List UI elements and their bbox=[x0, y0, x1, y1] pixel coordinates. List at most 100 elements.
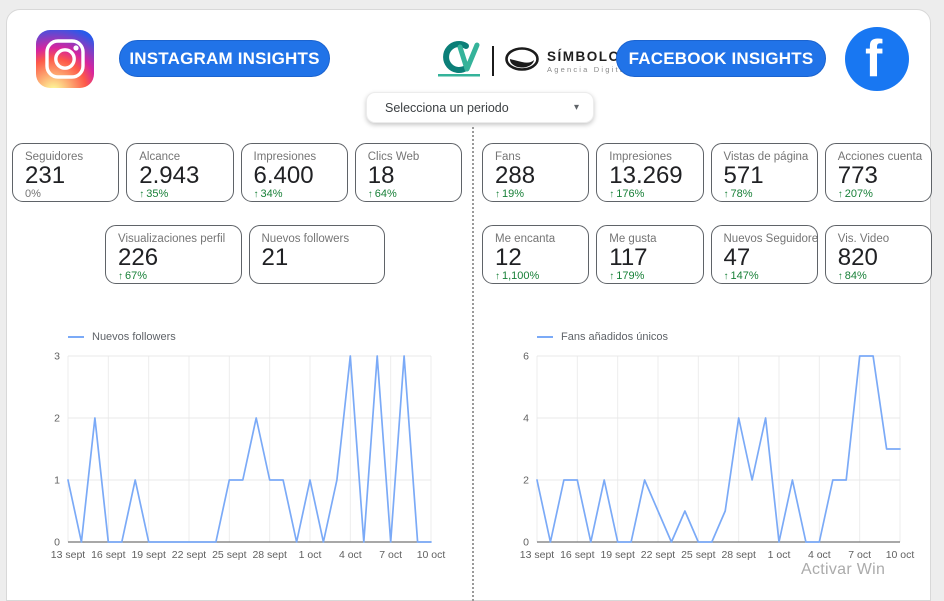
up-arrow-icon: ↑ bbox=[837, 271, 843, 282]
up-arrow-icon: ↑ bbox=[609, 271, 615, 282]
svg-text:22 sept: 22 sept bbox=[172, 549, 207, 561]
kpi-card-acciones-cuenta: Acciones cuenta 773 ↑ 207% bbox=[824, 143, 932, 202]
kpi-card-alcance: Alcance 2.943 ↑ 35% bbox=[126, 143, 234, 202]
up-arrow-icon: ↑ bbox=[837, 189, 843, 200]
legend-line-icon bbox=[68, 336, 84, 338]
kpi-value: 2.943 bbox=[139, 162, 200, 189]
kpi-delta: ↑ 147% bbox=[723, 270, 759, 282]
kpi-label: Fans bbox=[495, 151, 521, 163]
kpi-value: 231 bbox=[25, 162, 66, 189]
kpi-value: 12 bbox=[495, 244, 522, 271]
svg-text:7 oct: 7 oct bbox=[379, 549, 402, 561]
instagram-followers-chart: Nuevos followers 13 sept 16 sept 19 sept 22 … bbox=[36, 330, 462, 578]
instagram-insights-button[interactable]: INSTAGRAM INSIGHTS bbox=[119, 40, 330, 77]
instagram-logo-icon bbox=[36, 30, 94, 88]
facebook-kpi-row-2: Me encanta 12 ↑ 1,100% Me gusta 117 ↑ 179% Nuevo… bbox=[482, 225, 932, 284]
period-selector-placeholder: Selecciona un periodo bbox=[385, 100, 509, 115]
facebook-fans-chart: Fans añadidos únicos 13 sept 16 sept 19 sep… bbox=[505, 330, 931, 578]
instagram-kpi-row-1: Seguidores 231 0% Alcance 2.943 ↑ 35% Impresion… bbox=[12, 143, 462, 202]
kpi-card-vistas-de-pagina: Vistas de página 571 ↑ 78% bbox=[710, 143, 818, 202]
kpi-card-vis-video: Vis. Video 820 ↑ 84% bbox=[824, 225, 932, 284]
kpi-value: 820 bbox=[837, 244, 878, 271]
kpi-card-nuevos-seguidores: Nuevos Seguidores 47 ↑ 147% bbox=[710, 225, 818, 284]
up-arrow-icon: ↑ bbox=[723, 271, 729, 282]
simbolo-name: SÍMBOLO bbox=[547, 48, 621, 64]
svg-text:19 sept: 19 sept bbox=[600, 549, 635, 561]
kpi-label: Visualizaciones perfil bbox=[118, 233, 226, 245]
kpi-value: 13.269 bbox=[609, 162, 683, 189]
kpi-delta: 0% bbox=[25, 188, 41, 200]
kpi-card-me-encanta: Me encanta 12 ↑ 1,100% bbox=[482, 225, 590, 284]
kpi-delta: ↑ 35% bbox=[139, 188, 169, 200]
kpi-card-seguidores: Seguidores 231 0% bbox=[12, 143, 120, 202]
kpi-value: 21 bbox=[261, 244, 289, 271]
kpi-label: Me gusta bbox=[609, 233, 657, 245]
svg-text:25 sept: 25 sept bbox=[212, 549, 247, 561]
legend-label: Nuevos followers bbox=[92, 331, 176, 343]
facebook-insights-button[interactable]: FACEBOOK INSIGHTS bbox=[616, 40, 826, 77]
svg-text:2: 2 bbox=[54, 413, 60, 425]
simbolo-eye-icon bbox=[504, 46, 540, 77]
activate-windows-watermark: Activar Win bbox=[801, 561, 886, 578]
kpi-label: Seguidores bbox=[25, 151, 84, 163]
svg-text:4: 4 bbox=[523, 413, 529, 425]
svg-text:28 sept: 28 sept bbox=[721, 549, 756, 561]
kpi-value: 571 bbox=[723, 162, 764, 189]
kpi-card-nuevos-followers: Nuevos followers 21 bbox=[248, 225, 385, 284]
kpi-delta: ↑ 84% bbox=[837, 270, 867, 282]
svg-text:22 sept: 22 sept bbox=[641, 549, 676, 561]
kpi-value: 288 bbox=[495, 162, 536, 189]
kpi-delta: ↑ 176% bbox=[609, 188, 645, 200]
legend-label: Fans añadidos únicos bbox=[561, 331, 669, 343]
svg-text:4 oct: 4 oct bbox=[339, 549, 362, 561]
kpi-delta: ↑ 78% bbox=[723, 188, 753, 200]
up-arrow-icon: ↑ bbox=[495, 189, 500, 200]
svg-text:2: 2 bbox=[523, 475, 529, 487]
period-selector[interactable]: Selecciona un periodo ▾ bbox=[366, 92, 594, 123]
line-chart-plot[interactable]: 13 sept 16 sept 19 sept 22 sept 25 sept 28 se… bbox=[505, 348, 931, 576]
kpi-card-me-gusta: Me gusta 117 ↑ 179% bbox=[596, 225, 704, 284]
up-arrow-icon: ↑ bbox=[495, 271, 500, 282]
svg-text:10 oct: 10 oct bbox=[886, 549, 915, 561]
svg-text:13 sept: 13 sept bbox=[51, 549, 86, 561]
kpi-label: Vistas de página bbox=[723, 151, 809, 163]
up-arrow-icon: ↑ bbox=[118, 271, 123, 282]
cw-monogram-icon bbox=[436, 39, 482, 84]
kpi-value: 117 bbox=[609, 244, 648, 271]
svg-text:0: 0 bbox=[54, 537, 60, 549]
kpi-label: Clics Web bbox=[367, 151, 420, 163]
simbolo-subtitle: Agencia Digital bbox=[547, 64, 631, 74]
kpi-value: 47 bbox=[723, 244, 751, 271]
kpi-delta: ↑ 1,100% bbox=[495, 270, 540, 282]
kpi-delta: ↑ 207% bbox=[837, 188, 873, 200]
svg-text:1: 1 bbox=[54, 475, 60, 487]
kpi-delta: ↑ 64% bbox=[367, 188, 397, 200]
chevron-down-icon: ▾ bbox=[573, 102, 579, 113]
instagram-kpi-row-2: Visualizaciones perfil 226 ↑ 67% Nuevos foll… bbox=[105, 225, 385, 284]
kpi-value: 6.400 bbox=[253, 162, 314, 189]
kpi-label: Me encanta bbox=[495, 233, 556, 245]
up-arrow-icon: ↑ bbox=[723, 189, 729, 200]
kpi-label: Nuevos Seguidores bbox=[723, 233, 818, 245]
kpi-label: Impresiones bbox=[609, 151, 672, 163]
up-arrow-icon: ↑ bbox=[367, 189, 373, 200]
svg-text:16 sept: 16 sept bbox=[91, 549, 126, 561]
up-arrow-icon: ↑ bbox=[609, 189, 615, 200]
kpi-card-visualizaciones-perfil: Visualizaciones perfil 226 ↑ 67% bbox=[105, 225, 242, 284]
kpi-delta: ↑ 34% bbox=[253, 188, 283, 200]
section-divider bbox=[472, 127, 474, 601]
simbolo-logo: SÍMBOLO Agencia Digital bbox=[504, 46, 630, 77]
svg-text:1 oct: 1 oct bbox=[299, 549, 322, 561]
kpi-value: 18 bbox=[367, 162, 395, 189]
svg-text:7 oct: 7 oct bbox=[848, 549, 871, 561]
svg-text:0: 0 bbox=[523, 537, 529, 549]
line-chart-plot[interactable]: 13 sept 16 sept 19 sept 22 sept 25 sept 28 se… bbox=[36, 348, 462, 576]
kpi-card-impresiones: Impresiones 13.269 ↑ 176% bbox=[596, 143, 704, 202]
kpi-delta: ↑ 179% bbox=[609, 270, 645, 282]
chart-legend: Fans añadidos únicos bbox=[537, 330, 931, 344]
kpi-delta: ↑ 19% bbox=[495, 188, 525, 200]
kpi-card-clics-web: Clics Web 18 ↑ 64% bbox=[354, 143, 462, 202]
kpi-label: Vis. Video bbox=[837, 233, 890, 245]
svg-text:13 sept: 13 sept bbox=[520, 549, 555, 561]
